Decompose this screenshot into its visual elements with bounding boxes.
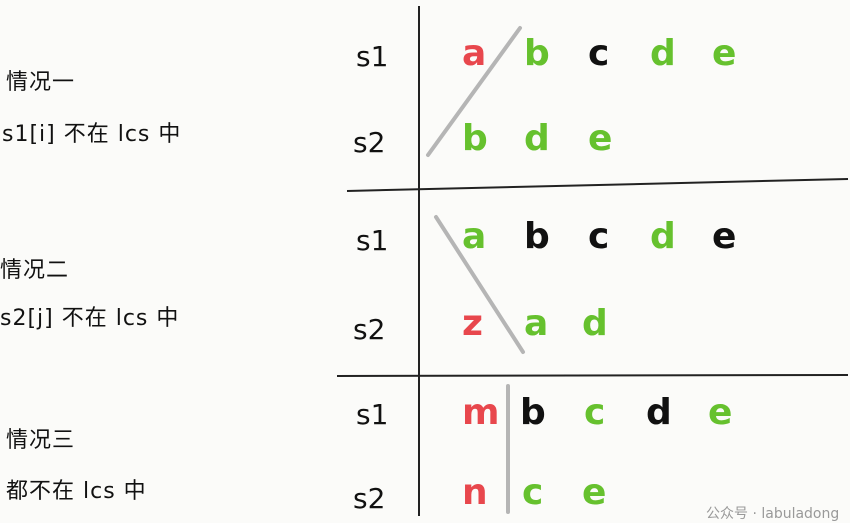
case2-title: 情况二 — [0, 258, 70, 283]
char-s1: a — [462, 33, 487, 74]
horizontal-divider-1 — [346, 178, 849, 192]
char-s1: a — [462, 216, 487, 257]
strike-line-case2 — [434, 215, 525, 354]
char-s2: n — [462, 472, 488, 513]
char-s2: b — [462, 118, 488, 159]
char-s1: e — [708, 392, 733, 433]
char-s1: d — [650, 216, 676, 257]
char-s1: d — [650, 33, 676, 74]
row-label-s1: s1 — [356, 398, 389, 431]
char-s2: c — [522, 472, 544, 513]
char-s2: e — [588, 118, 613, 159]
horizontal-divider-2 — [336, 374, 849, 377]
char-s1: c — [584, 392, 606, 433]
row-label-s1: s1 — [356, 224, 389, 257]
case1-title: 情况一 — [6, 70, 76, 95]
strike-line-case1 — [426, 26, 522, 157]
char-s1: b — [520, 392, 546, 433]
char-s1: b — [524, 216, 550, 257]
case2-desc: s2[j] 不在 lcs 中 — [0, 306, 180, 331]
row-label-s2: s2 — [353, 126, 386, 159]
char-s2: a — [524, 303, 549, 344]
case3-desc: 都不在 lcs 中 — [6, 479, 147, 504]
char-s2: e — [582, 472, 607, 513]
char-s1: e — [712, 33, 737, 74]
char-s1: c — [588, 33, 610, 74]
char-s1: c — [588, 216, 610, 257]
watermark: 公众号 · labuladong — [706, 506, 840, 522]
char-s1: m — [462, 392, 500, 433]
char-s2: d — [582, 303, 608, 344]
char-s2: d — [524, 118, 550, 159]
row-label-s1: s1 — [356, 40, 389, 73]
char-s1: e — [712, 216, 737, 257]
case1-desc: s1[i] 不在 lcs 中 — [2, 122, 182, 147]
char-s1: d — [646, 392, 672, 433]
row-label-s2: s2 — [353, 482, 386, 515]
char-s1: b — [524, 33, 550, 74]
char-s2: z — [462, 303, 483, 344]
case3-title: 情况三 — [6, 428, 76, 453]
row-label-s2: s2 — [353, 313, 386, 346]
